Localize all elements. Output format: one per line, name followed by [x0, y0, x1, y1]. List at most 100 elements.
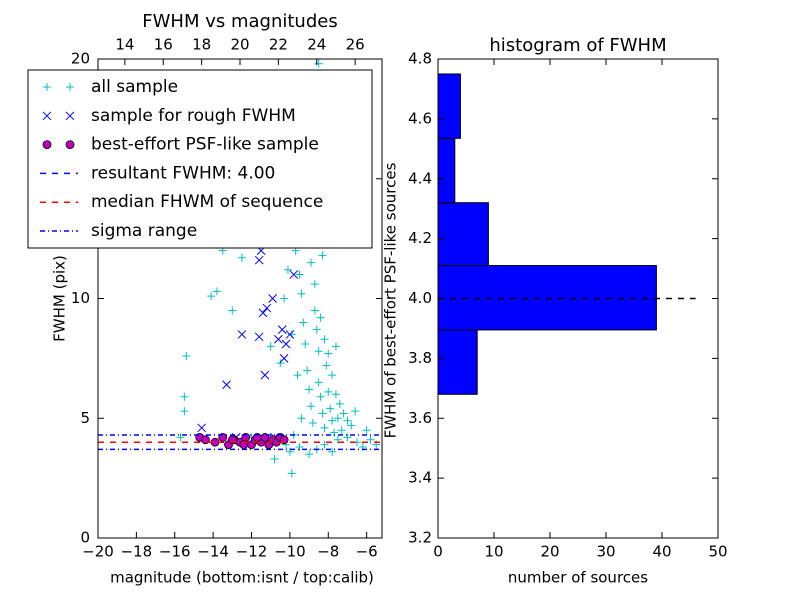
- point: [333, 435, 342, 444]
- point: [210, 437, 220, 447]
- y-axis-label: FWHM (pix): [51, 255, 69, 342]
- point: [237, 253, 246, 262]
- point: [295, 270, 304, 279]
- x2-tick-label: 14: [115, 36, 134, 54]
- point: [333, 414, 342, 423]
- y-tick-label: 4.2: [408, 229, 432, 247]
- point: [276, 359, 285, 368]
- legend-label: median FHWM of sequence: [91, 192, 323, 212]
- point: [310, 280, 319, 289]
- x2-tick-label: 20: [230, 36, 249, 54]
- point: [305, 385, 314, 394]
- point: [281, 339, 291, 349]
- legend-label: best-effort PSF-like sample: [91, 135, 319, 155]
- point: [277, 325, 287, 334]
- point: [287, 469, 296, 478]
- x-tick-label: −14: [197, 543, 229, 561]
- point: [176, 433, 185, 442]
- chart-title: FWHM vs magnitudes: [142, 11, 337, 32]
- legend-box: [27, 69, 373, 249]
- y-tick-label: 20: [71, 50, 90, 68]
- point: [297, 289, 306, 298]
- x-tick-label: −18: [121, 543, 153, 561]
- point: [326, 404, 335, 413]
- legend-label: sample for rough FWHM: [91, 106, 296, 126]
- point: [289, 270, 299, 279]
- point: [320, 440, 329, 449]
- point: [222, 380, 231, 390]
- y-tick-label: 0: [80, 529, 90, 547]
- x-tick-label: −10: [274, 543, 306, 561]
- point: [362, 426, 371, 435]
- point: [320, 335, 329, 344]
- point: [322, 361, 331, 370]
- chart-title: histogram of FWHM: [489, 35, 666, 56]
- point: [314, 378, 323, 387]
- point: [260, 370, 270, 380]
- x2-tick-label: 22: [269, 36, 288, 54]
- x2-tick-label: 24: [307, 36, 326, 54]
- point: [328, 371, 337, 380]
- point: [339, 409, 348, 418]
- y-tick-label: 3.4: [408, 469, 432, 487]
- bar: [437, 73, 461, 139]
- point: [285, 447, 294, 456]
- point: [295, 442, 304, 451]
- point: [212, 287, 221, 296]
- point: [254, 255, 264, 265]
- point: [293, 371, 302, 380]
- bar: [437, 137, 456, 204]
- point: [297, 414, 306, 423]
- point: [285, 330, 295, 339]
- x2-tick-label: 16: [154, 36, 173, 54]
- x-tick-label: 0: [433, 543, 443, 561]
- point: [197, 423, 206, 433]
- x-axis-label: magnitude (bottom:isnt / top:calib): [110, 569, 374, 587]
- x-tick-label: 20: [540, 543, 559, 561]
- point: [316, 313, 325, 322]
- point: [343, 416, 352, 425]
- legend-label: resultant FWHM: 4.00: [91, 163, 275, 183]
- point: [320, 423, 329, 432]
- point: [42, 140, 52, 150]
- x-tick-label: −16: [159, 543, 191, 561]
- point: [65, 140, 75, 150]
- x-tick-label: −12: [236, 543, 268, 561]
- y-tick-label: 5: [80, 409, 90, 427]
- point: [337, 426, 346, 435]
- x-tick-label: −8: [317, 543, 339, 561]
- point: [351, 407, 360, 416]
- point: [180, 407, 189, 416]
- point: [43, 83, 51, 91]
- point: [182, 351, 191, 360]
- bar: [437, 329, 478, 395]
- point: [262, 303, 272, 313]
- point: [42, 111, 52, 121]
- point: [303, 366, 312, 375]
- point: [279, 354, 289, 363]
- x2-tick-label: 26: [346, 36, 365, 54]
- point: [328, 416, 337, 425]
- point: [66, 83, 74, 91]
- point: [335, 399, 344, 408]
- point: [366, 435, 375, 444]
- y-tick-label: 4.0: [408, 289, 432, 307]
- point: [316, 392, 325, 401]
- legend-label: sigma range: [91, 221, 197, 241]
- legend-label: all sample: [91, 77, 178, 97]
- point: [314, 59, 323, 68]
- point: [254, 332, 264, 342]
- x-tick-label: −20: [82, 543, 114, 561]
- point: [347, 421, 356, 430]
- x-tick-label: 50: [708, 543, 727, 561]
- y-tick-label: 4.6: [408, 109, 432, 127]
- point: [228, 306, 237, 315]
- point: [65, 111, 75, 121]
- point: [301, 340, 310, 349]
- y-tick-label: 4.4: [408, 169, 432, 187]
- bar: [437, 202, 489, 267]
- x-tick-label: 10: [484, 543, 503, 561]
- point: [324, 349, 333, 358]
- y-tick-label: 3.6: [408, 409, 432, 427]
